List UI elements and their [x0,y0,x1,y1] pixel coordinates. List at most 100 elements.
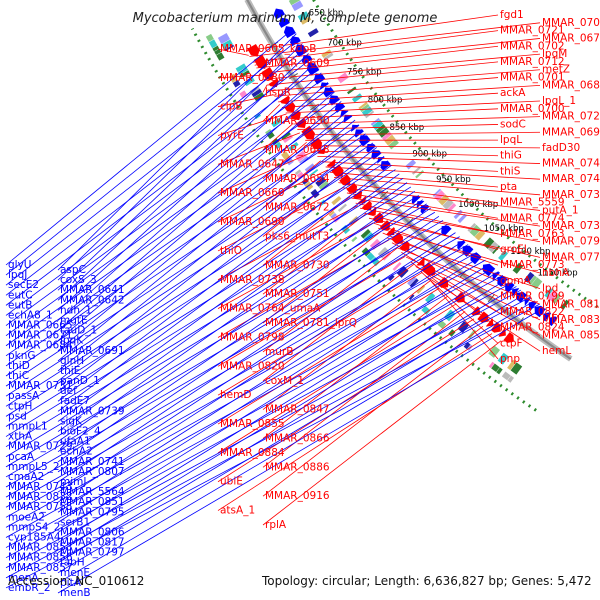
forward_labels_right-label: MMAR_0773 [500,259,565,271]
cog-block [370,256,381,267]
forward_labels_right-label: hbhA [542,267,570,279]
forward_labels_right-label: sodC [500,118,526,130]
forward_labels-label: hemD [220,389,251,401]
cog-block [323,52,334,61]
forward_labels_right-leader [267,61,499,86]
reverse_labels-label: MMAR_0755 [8,501,73,513]
reverse_labels-label: lpqJ [8,269,27,281]
reverse_labels-label: def [60,385,77,397]
reverse-gene-arrow [457,240,466,250]
forward_labels_right-label: MMAR_0699 [542,126,600,138]
reverse_labels-leader [5,28,294,266]
reverse_labels-leader [57,300,535,584]
forward_labels-label: MMAR_0798 [220,331,285,343]
reverse_labels-label: menB [60,587,91,599]
reverse_labels-leader [57,232,456,493]
forward_labels-leader [262,104,281,122]
cog-block [360,229,371,239]
reverse_labels-label: MMAR_0731 [8,380,73,392]
reverse-gene-arrow [278,17,290,28]
forward_labels_right-leader [321,161,499,172]
reverse_labels-label: MMAR_0851 [60,496,125,508]
reverse-gene-arrow [273,8,286,20]
forward_labels_right-leader [293,116,541,125]
cog-block [359,103,370,113]
forward_labels_right-label: lpqL_1 [542,95,576,107]
reverse_labels-label: MMAR_0797 [60,547,125,559]
forward_labels_right-label: MMAR_0700 [500,103,565,115]
forward_labels-label: thiO [220,245,242,257]
forward_labels_right-leader [281,92,499,108]
cog-block [214,48,222,56]
forward_labels-label: ubiE [220,476,243,488]
cog-block [507,359,517,371]
reverse_labels-leader [5,48,306,286]
reverse_labels-label: pitA [60,577,82,589]
forward_labels-label: atsA_1 [220,505,255,517]
reverse-gene-arrow [548,316,558,327]
reverse_labels-leader [5,38,300,276]
reverse_labels-label: ctpH [8,400,32,412]
forward_labels_right-leader [263,53,541,80]
tick-label: 650 kbp [309,9,344,19]
forward_labels_right-label: putA_1 [542,204,579,216]
forward_labels_right-label: MMAR_0736 [542,220,600,232]
forward_labels-label: MMAR_0916 [265,490,330,502]
cog-block [552,293,561,304]
cog-block [309,168,319,177]
cog-block [351,236,358,243]
reverse_labels-label: MMAR_0817 [60,537,125,549]
reverse_labels-label: echA8_1 [8,309,53,321]
cog-block [295,150,307,162]
reverse_labels-leader [5,133,366,377]
forward_labels_right-label: thiS [500,165,521,177]
cog-block [524,271,535,284]
forward-gene-arrow [247,43,260,57]
forward-gene-arrow [416,257,425,266]
tick-label: 950 kbp [436,175,471,185]
reverse_labels-label: embR_2 [8,582,51,594]
forward_labels_right-label: fadD30 [542,142,580,154]
forward_labels_right-leader [278,84,541,103]
forward_labels-leader [217,333,493,511]
reverse_labels-label: mgtE [60,315,88,327]
reverse_labels-leader [57,248,473,513]
reverse_labels-leader [57,119,356,362]
forward_labels_right-leader [334,177,541,196]
cog-block [375,124,386,134]
forward_labels-label: MMAR_0648 [265,144,330,156]
gene-labels: MMAR_0605_kdpB MMAR_0609 MMAR_0630 hspR clpB… [8,9,600,599]
reverse-gene-arrow [482,263,496,277]
forward_labels_right-leader [245,14,499,52]
reverse_labels-leader [57,199,423,453]
reverse_labels-leader [5,105,345,347]
forward_labels-label: MMAR_0781_lprQ [265,317,357,329]
genome-stats-text: Topology: circular; Length: 6,636,827 bp… [261,574,592,588]
reverse_labels-leader [5,151,381,397]
cog-block [388,274,395,281]
reverse_labels-leader [57,207,432,463]
forward_labels_right-label: metZ [542,64,570,76]
reverse_labels-leader [5,115,352,357]
forward_labels-label: MMAR_0630 [220,72,285,84]
forward_labels-label: coxM_1 [265,375,304,387]
forward_labels_right-leader [285,100,541,114]
cog-block [528,275,537,286]
forward_labels-label: MMAR_0730 [265,259,330,271]
reverse_labels-leader [57,190,416,442]
reverse_labels-leader [57,271,499,543]
reverse_labels-label: MMAR_0671 [8,330,73,342]
cog-block [304,163,316,173]
forward_labels-label: MMAR_0690 [220,216,285,228]
reverse_labels-leader [5,195,419,448]
reverse_labels-leader [5,77,325,316]
cog-block [216,52,225,61]
reverse-gene-arrow [411,195,421,205]
reverse_labels-leader [5,86,332,326]
cog-block [337,72,349,84]
forward_labels-leader [262,141,307,180]
forward_labels_right-leader [429,280,499,360]
reverse_labels-label: MMAR_0684 [8,340,73,352]
forward_labels_right-label: thiG [500,150,522,162]
cog-block [294,169,302,176]
